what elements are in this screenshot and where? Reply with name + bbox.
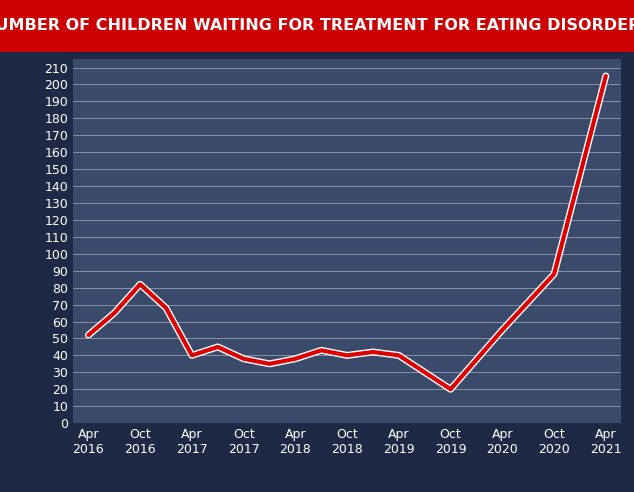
Text: NUMBER OF CHILDREN WAITING FOR TREATMENT FOR EATING DISORDERS: NUMBER OF CHILDREN WAITING FOR TREATMENT… bbox=[0, 18, 634, 33]
